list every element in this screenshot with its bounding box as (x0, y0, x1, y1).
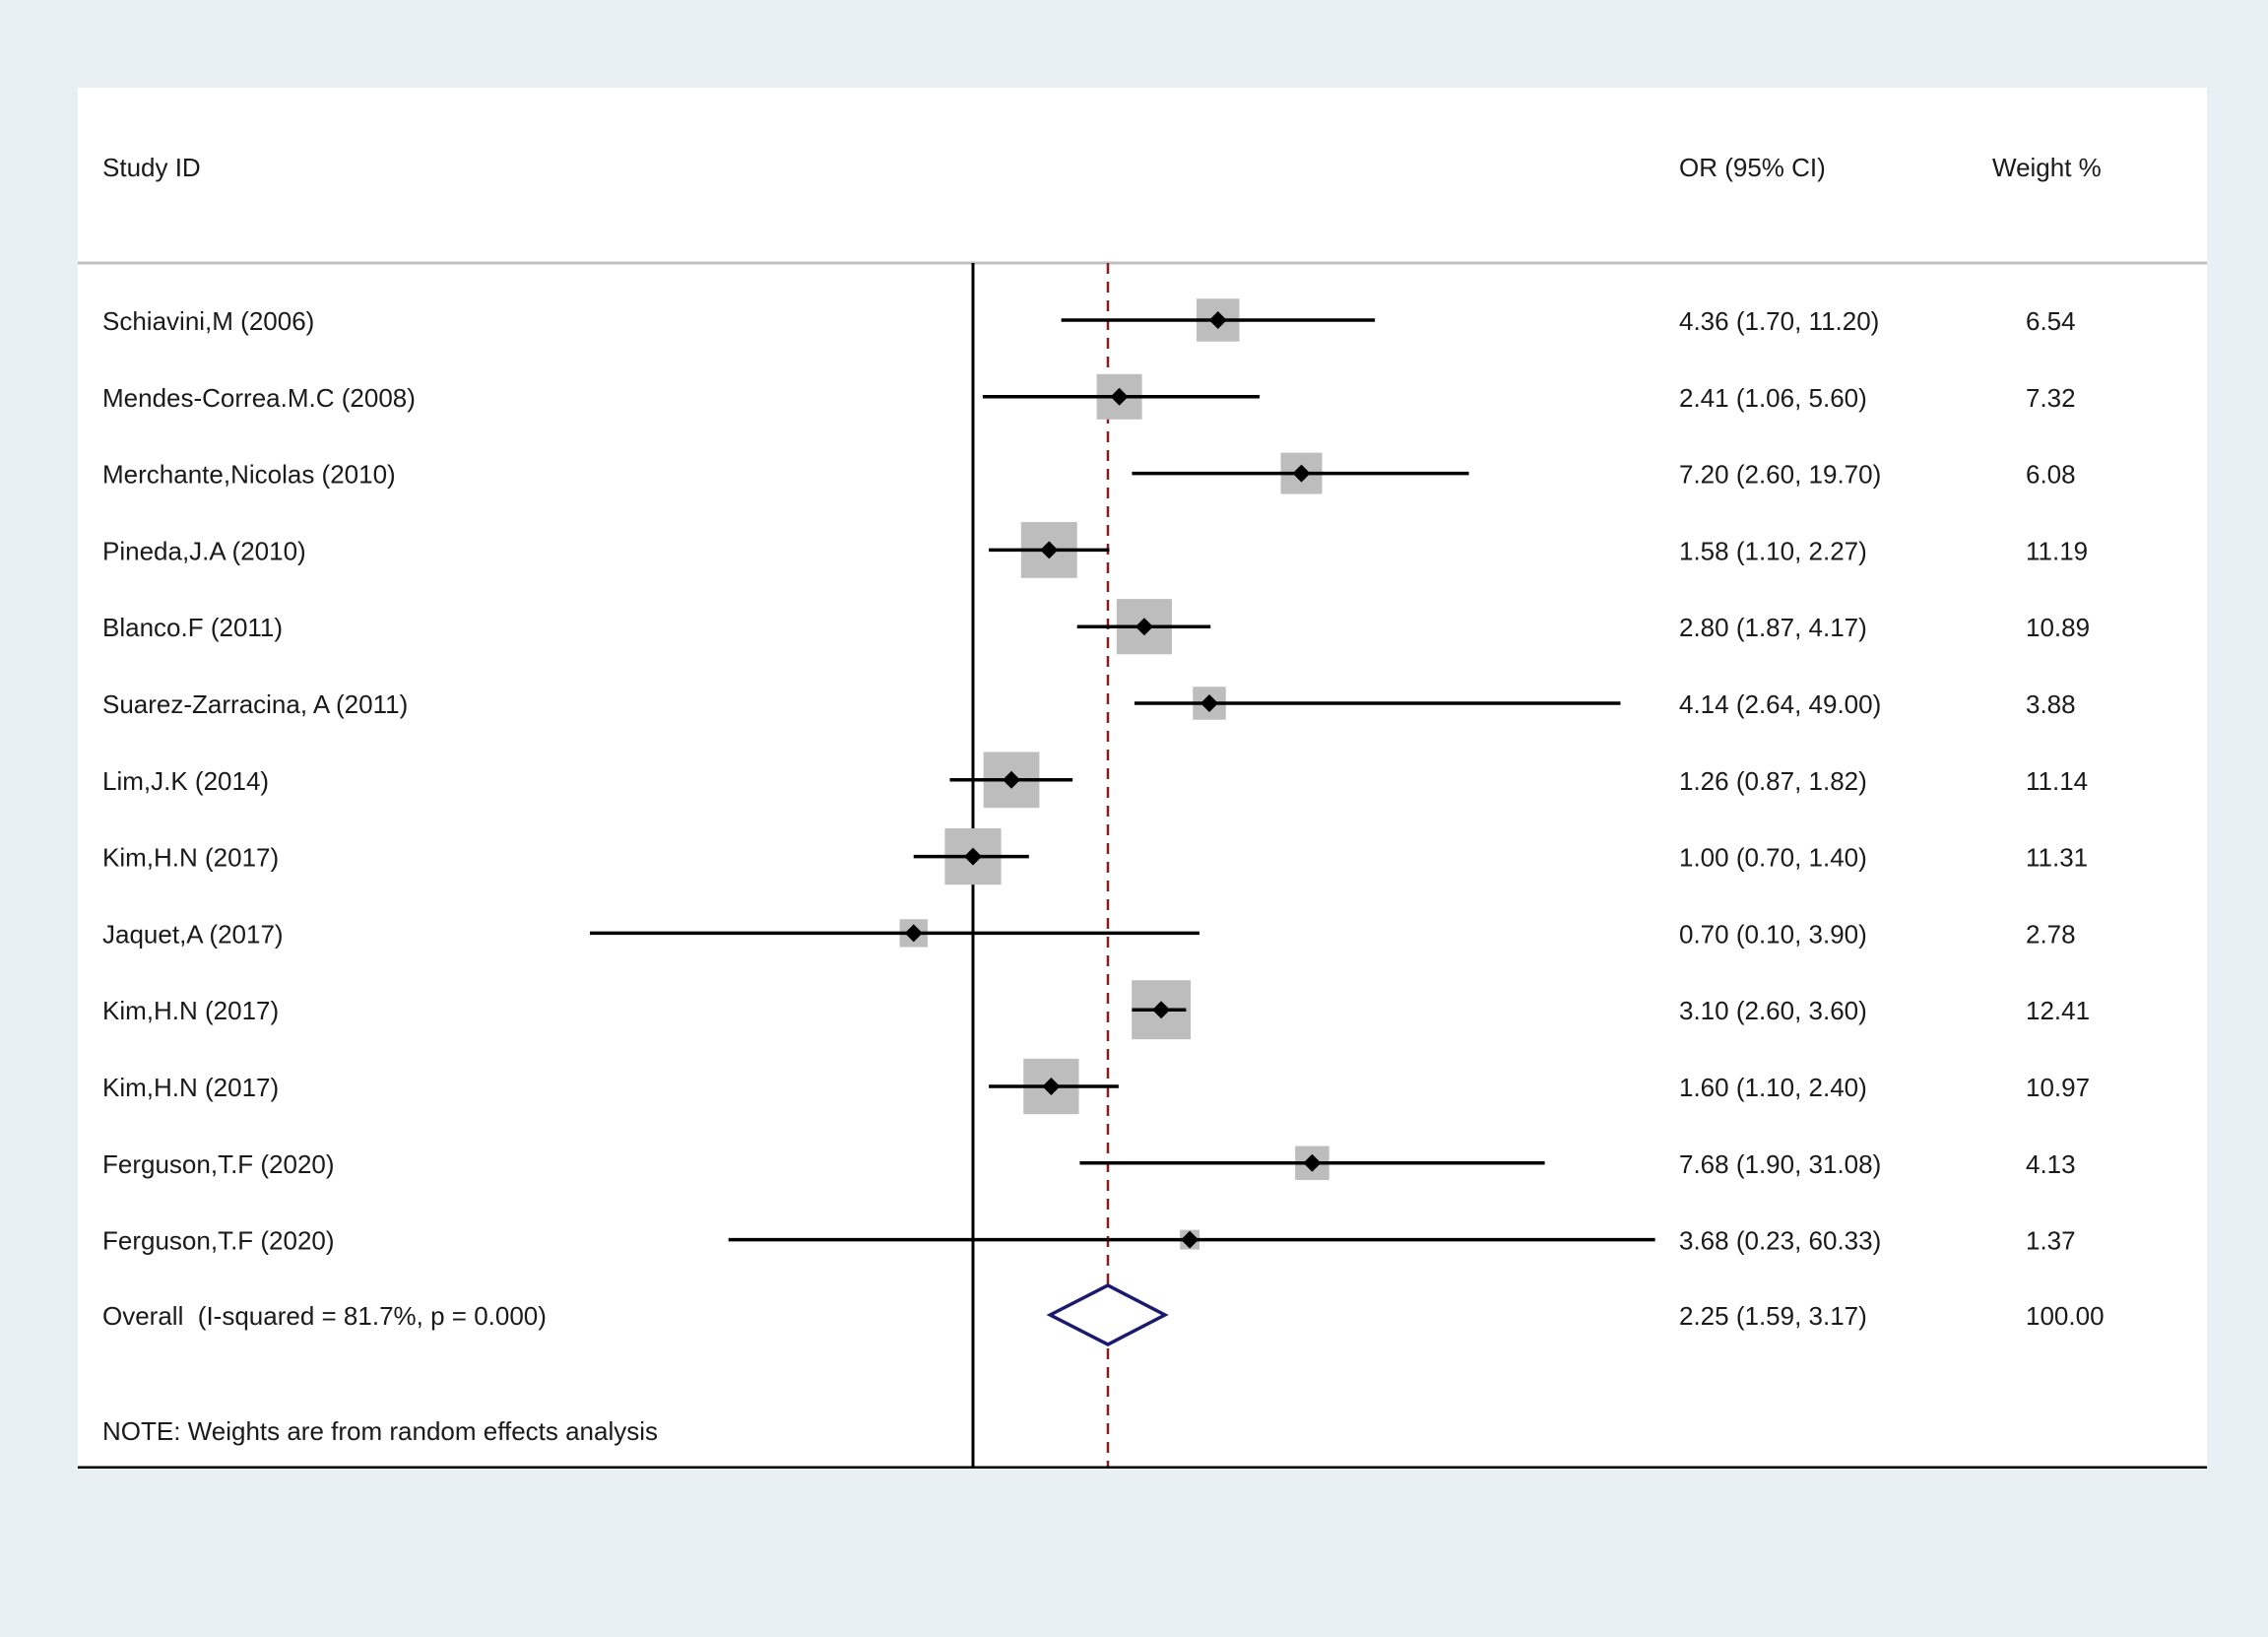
overall-diamond (1046, 1283, 1169, 1346)
study-label: Pineda,J.A (2010) (102, 536, 306, 565)
study-weight-text: 11.31 (2026, 843, 2088, 873)
study-label: Suarez-Zarracina, A (2011) (102, 689, 408, 719)
study-weight-text: 11.19 (2026, 536, 2088, 565)
study-row: Suarez-Zarracina, A (2011) 4.14 (2.64, 49… (102, 687, 2076, 720)
study-label: Lim,J.K (2014) (102, 766, 269, 796)
point-estimate (1110, 387, 1129, 406)
study-estimate-text: 7.20 (2.60, 19.70) (1679, 460, 1881, 490)
study-label: Blanco.F (2011) (102, 613, 283, 642)
forest-plot: Study ID OR (95% CI) Weight % Schiavini,… (78, 153, 2207, 1469)
point-estimate (1292, 464, 1311, 483)
study-estimate-text: 4.14 (2.64, 49.00) (1679, 689, 1881, 719)
study-weight-text: 4.13 (2026, 1149, 2076, 1179)
study-weight-text: 10.89 (2026, 613, 2090, 642)
study-label: Merchante,Nicolas (2010) (102, 460, 396, 490)
point-estimate (1042, 1078, 1061, 1095)
study-row: Kim,H.N (2017) 1.60 (1.10, 2.40) 10.97 (102, 1058, 2090, 1115)
overall-weight-text: 100.00 (2026, 1301, 2105, 1331)
study-row: Ferguson,T.F (2020) 3.68 (0.23, 60.33) 1.3… (102, 1226, 2076, 1256)
study-estimate-text: 4.36 (1.70, 11.20) (1679, 306, 1879, 336)
study-label: Kim,H.N (2017) (102, 843, 279, 873)
point-estimate (1040, 541, 1059, 559)
overall-estimate-text: 2.25 (1.59, 3.17) (1679, 1301, 1867, 1331)
weight-column-header: Weight % (1992, 153, 2102, 182)
study-row: Blanco.F (2011) 2.80 (1.87, 4.17) 10.89 (102, 599, 2090, 655)
study-row: Schiavini,M (2006) 4.36 (1.70, 11.20) 6.54 (102, 298, 2076, 342)
study-weight-text: 3.88 (2026, 689, 2076, 719)
study-column-header: Study ID (102, 153, 201, 182)
study-estimate-text: 1.00 (0.70, 1.40) (1679, 843, 1867, 873)
study-label: Ferguson,T.F (2020) (102, 1149, 335, 1179)
study-estimate-text: 1.60 (1.10, 2.40) (1679, 1073, 1867, 1102)
study-estimate-text: 7.68 (1.90, 31.08) (1679, 1149, 1881, 1179)
study-estimate-text: 2.80 (1.87, 4.17) (1679, 613, 1867, 642)
overall-row: Overall (I-squared = 81.7%, p = 0.000) 2… (102, 1283, 2105, 1346)
point-estimate (1003, 770, 1021, 789)
study-row: Pineda,J.A (2010) 1.58 (1.10, 2.27) 11.19 (102, 521, 2088, 578)
point-estimate (964, 847, 982, 866)
study-estimate-text: 3.68 (0.23, 60.33) (1679, 1226, 1881, 1256)
point-estimate (904, 924, 923, 943)
estimate-column-header: OR (95% CI) (1679, 153, 1826, 182)
study-weight-text: 11.14 (2026, 766, 2088, 796)
study-row: Jaquet,A (2017) 0.70 (0.10, 3.90) 2.78 (102, 919, 2076, 949)
study-row: Kim,H.N (2017) 1.00 (0.70, 1.40) 11.31 (102, 828, 2088, 885)
plot-panel: Study ID OR (95% CI) Weight % Schiavini,… (78, 88, 2207, 1469)
point-estimate (1181, 1230, 1199, 1249)
study-weight-text: 2.78 (2026, 919, 2076, 949)
study-weight-text: 7.32 (2026, 383, 2076, 413)
point-estimate (1200, 694, 1219, 712)
study-weight-text: 1.37 (2026, 1226, 2076, 1256)
study-weight-text: 6.54 (2026, 306, 2076, 336)
study-label: Mendes-Correa.M.C (2008) (102, 383, 416, 413)
point-estimate (1208, 311, 1227, 329)
study-label: Schiavini,M (2006) (102, 306, 314, 336)
study-weight-text: 10.97 (2026, 1073, 2090, 1102)
study-label: Jaquet,A (2017) (102, 919, 284, 949)
study-label: Kim,H.N (2017) (102, 1073, 279, 1102)
study-estimate-text: 3.10 (2.60, 3.60) (1679, 996, 1867, 1025)
point-estimate (1134, 618, 1153, 636)
study-estimate-text: 1.58 (1.10, 2.27) (1679, 536, 1867, 565)
study-label: Kim,H.N (2017) (102, 996, 279, 1025)
column-headers: Study ID OR (95% CI) Weight % (78, 153, 2207, 265)
study-estimate-text: 0.70 (0.10, 3.90) (1679, 919, 1867, 949)
study-row: Mendes-Correa.M.C (2008) 2.41 (1.06, 5.60… (102, 373, 2076, 420)
study-row: Lim,J.K (2014) 1.26 (0.87, 1.82) 11.14 (102, 752, 2088, 809)
study-weight-text: 12.41 (2026, 996, 2090, 1025)
study-estimate-text: 1.26 (0.87, 1.82) (1679, 766, 1867, 796)
study-weight-text: 6.08 (2026, 460, 2076, 490)
study-row: Ferguson,T.F (2020) 7.68 (1.90, 31.08) 4.1… (102, 1146, 2076, 1181)
point-estimate (1152, 1001, 1171, 1019)
x-axis: .111060.3 (78, 1466, 2207, 1469)
study-estimate-text: 2.41 (1.06, 5.60) (1679, 383, 1867, 413)
study-row: Kim,H.N (2017) 3.10 (2.60, 3.60) 12.41 (102, 980, 2090, 1040)
study-label: Ferguson,T.F (2020) (102, 1226, 335, 1256)
study-rows: Schiavini,M (2006) 4.36 (1.70, 11.20) 6.54… (102, 298, 2090, 1256)
overall-label: Overall (I-squared = 81.7%, p = 0.000) (102, 1301, 547, 1331)
point-estimate (1303, 1153, 1322, 1172)
weights-note: NOTE: Weights are from random effects an… (102, 1416, 658, 1446)
study-row: Merchante,Nicolas (2010) 7.20 (2.60, 19.7… (102, 452, 2076, 494)
